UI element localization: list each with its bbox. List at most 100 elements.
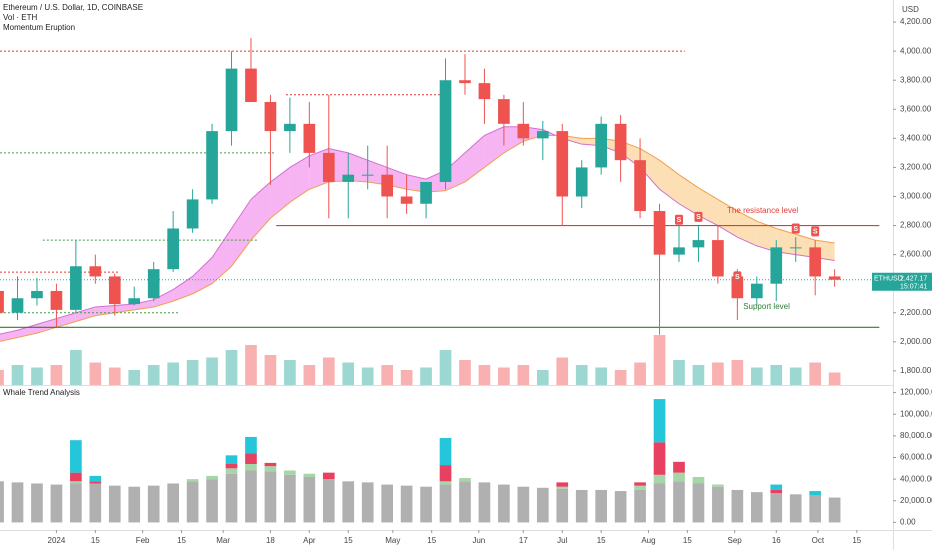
signal-badge bbox=[733, 271, 742, 282]
whale-bar bbox=[420, 486, 432, 523]
candle-body bbox=[245, 68, 257, 103]
x-tick-label: 15 bbox=[597, 536, 606, 545]
whale-bar bbox=[673, 481, 685, 523]
volume-bar bbox=[789, 367, 802, 385]
candle-body bbox=[634, 160, 646, 212]
candle-body bbox=[361, 174, 374, 176]
whale-bar bbox=[245, 463, 257, 471]
signal-badge bbox=[674, 214, 683, 225]
whale-bar bbox=[712, 484, 724, 487]
ma-cloud bbox=[717, 199, 738, 238]
volume-bar bbox=[673, 360, 685, 385]
volume-bar bbox=[206, 357, 218, 385]
volume-bar bbox=[614, 370, 627, 385]
volume-bar bbox=[361, 367, 374, 385]
candle-body bbox=[342, 174, 355, 182]
ma-cloud bbox=[289, 155, 310, 203]
ma-cloud bbox=[75, 306, 96, 322]
candle-body bbox=[128, 298, 141, 305]
y-tick-label: 4,200.00 bbox=[900, 17, 932, 26]
candle-body bbox=[225, 68, 238, 132]
ma-cloud bbox=[192, 257, 213, 294]
whale-bar bbox=[556, 486, 569, 489]
whale-bar bbox=[595, 489, 608, 523]
y-tick-label: 3,000.00 bbox=[900, 192, 932, 201]
candle-body bbox=[381, 174, 393, 197]
volume-bar bbox=[284, 360, 296, 385]
x-tick-label: Apr bbox=[303, 536, 316, 545]
whale-bar bbox=[147, 485, 160, 523]
whale-bar bbox=[653, 483, 666, 523]
candle-body bbox=[439, 80, 452, 182]
whale-bar bbox=[770, 489, 783, 494]
whale-bar bbox=[322, 472, 335, 480]
y-tick-label: 100,000.00 bbox=[900, 409, 932, 418]
y-tick-label: 4,000.00 bbox=[900, 46, 932, 55]
whale-bar bbox=[225, 463, 238, 469]
whale-bar bbox=[89, 483, 102, 523]
whale-bar bbox=[459, 478, 471, 482]
whale-bar bbox=[245, 470, 257, 523]
x-tick-label: Jun bbox=[472, 536, 485, 545]
whale-bar bbox=[206, 479, 218, 523]
annotation: The resistance level bbox=[727, 206, 798, 215]
ma-cloud bbox=[212, 228, 232, 284]
price-value: 2,427.17 bbox=[900, 276, 927, 283]
whale-bar bbox=[50, 484, 63, 523]
whale-bar bbox=[809, 491, 822, 496]
whale-bar bbox=[70, 483, 82, 523]
signal-label: S bbox=[677, 217, 682, 224]
whale-bar bbox=[770, 484, 783, 490]
volume-bar bbox=[536, 370, 549, 385]
whale-bar bbox=[225, 455, 238, 464]
x-tick-label: Sep bbox=[728, 536, 743, 545]
axis-unit: USD bbox=[902, 5, 919, 14]
volume-bar bbox=[225, 350, 238, 385]
volume-bar bbox=[828, 372, 841, 385]
volume-bar bbox=[322, 357, 335, 385]
volume-bar bbox=[89, 362, 102, 385]
x-tick-label: 18 bbox=[266, 536, 275, 545]
candle-body bbox=[789, 247, 802, 249]
whale-bar bbox=[264, 471, 277, 523]
volume-bar bbox=[108, 367, 121, 385]
whale-bar bbox=[712, 486, 724, 523]
volume-bar bbox=[750, 367, 763, 385]
volume-bar bbox=[575, 365, 588, 385]
volume-bar bbox=[595, 367, 608, 385]
whale-bar bbox=[498, 484, 510, 523]
whale-bar bbox=[439, 481, 452, 485]
whale-bar bbox=[70, 472, 82, 482]
whale-bar bbox=[206, 475, 218, 480]
y-tick-label: 3,600.00 bbox=[900, 104, 932, 113]
volume-bar bbox=[70, 350, 82, 385]
x-tick-label: 15 bbox=[91, 536, 100, 545]
whale-bar bbox=[186, 479, 199, 482]
candle-body bbox=[653, 211, 666, 255]
candle-body bbox=[575, 167, 588, 197]
y-tick-label: 80,000.00 bbox=[900, 431, 932, 440]
ma-cloud bbox=[173, 276, 193, 302]
volume-bar bbox=[264, 355, 277, 385]
candle-body bbox=[322, 152, 335, 182]
x-tick-label: Feb bbox=[136, 536, 150, 545]
y-tick-label: 20,000.00 bbox=[900, 496, 932, 505]
whale-title: Whale Trend Analysis bbox=[3, 388, 80, 397]
candle-body bbox=[264, 102, 277, 132]
ma-cloud bbox=[640, 148, 660, 190]
whale-bar bbox=[225, 468, 238, 474]
y-tick-label: 3,800.00 bbox=[900, 75, 932, 84]
volume-bar bbox=[556, 357, 569, 385]
ma-cloud bbox=[737, 211, 757, 246]
whale-bar bbox=[634, 485, 646, 490]
whale-bar bbox=[673, 461, 685, 473]
whale-bar bbox=[245, 453, 257, 464]
candle-body bbox=[731, 276, 744, 299]
x-tick-label: 15 bbox=[177, 536, 186, 545]
price-tag bbox=[872, 272, 932, 291]
y-tick-label: 2,200.00 bbox=[900, 308, 932, 317]
whale-bar bbox=[653, 442, 666, 475]
whale-bar bbox=[70, 481, 82, 484]
whale-bar bbox=[634, 482, 646, 486]
